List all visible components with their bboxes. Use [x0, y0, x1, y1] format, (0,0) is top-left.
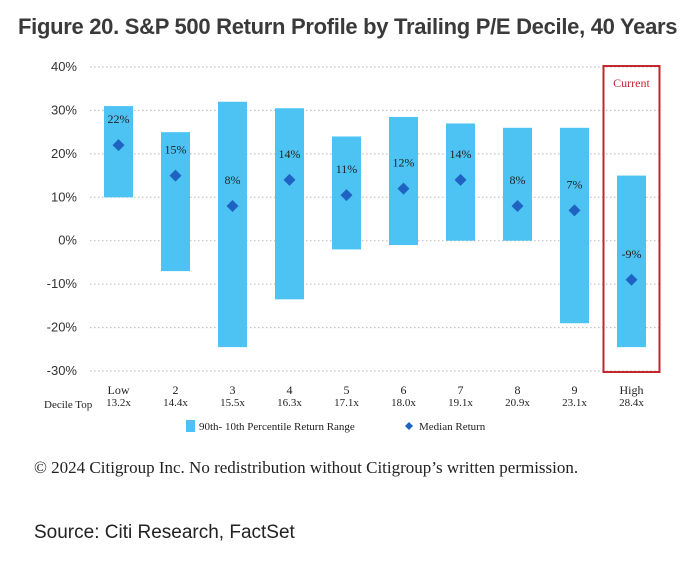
range-bar-9 [560, 127, 589, 324]
y-tick-label: 10% [51, 189, 77, 204]
median-label: 14% [279, 147, 301, 161]
chart-title: Figure 20. S&P 500 Return Profile by Tra… [18, 14, 678, 39]
legend-label-range: 90th- 10th Percentile Return Range [199, 421, 355, 433]
chart: 40% 30% 20% 10% 0% -10% -20% -30% 22% 15% 8% 14% 11… [44, 59, 661, 433]
category-label: 7 [458, 383, 464, 397]
median-marker [340, 189, 353, 202]
median-label: 11% [336, 162, 358, 176]
decile-top-label: 23.1x [562, 397, 587, 409]
category-label: 8 [515, 383, 521, 397]
y-tick-label: 20% [51, 146, 77, 161]
category-label: 3 [230, 383, 236, 397]
median-marker [625, 273, 638, 286]
y-tick-label: 40% [51, 59, 77, 74]
median-marker [568, 204, 581, 217]
category-label: 6 [401, 383, 407, 397]
range-bar-4 [275, 108, 304, 300]
category-label: Low [108, 383, 130, 397]
median-marker [511, 199, 524, 212]
decile-top-label: 15.5x [220, 397, 245, 409]
legend-swatch-range [186, 420, 195, 432]
median-label: 15% [165, 143, 187, 157]
category-label: High [620, 383, 644, 397]
median-marker [112, 139, 125, 152]
range-bars [104, 101, 646, 348]
legend-swatch-median [405, 422, 413, 430]
median-marker [226, 199, 239, 212]
x-axis-title: Decile Top [44, 399, 93, 411]
category-label: 9 [572, 383, 578, 397]
range-bar-3 [218, 101, 247, 348]
range-bar-8 [503, 127, 532, 241]
decile-top-label: 28.4x [619, 397, 644, 409]
median-label: 8% [225, 173, 241, 187]
current-highlight-box [602, 65, 661, 373]
current-label: Current [613, 76, 650, 90]
range-bar-2 [161, 132, 190, 272]
median-markers [112, 139, 638, 286]
legend: 90th- 10th Percentile Return Range Median… [186, 420, 486, 433]
y-tick-label: 30% [51, 102, 77, 117]
median-label: 8% [510, 173, 526, 187]
median-label: -9% [622, 247, 642, 261]
y-tick-label: -20% [47, 320, 78, 335]
y-tick-label: 0% [58, 233, 77, 248]
range-bar-6 [389, 116, 418, 246]
range-bar-low [104, 106, 133, 198]
decile-top-label: 18.0x [391, 397, 416, 409]
y-tick-label: -30% [47, 363, 78, 378]
median-label: 14% [450, 147, 472, 161]
y-tick-label: -10% [47, 276, 78, 291]
decile-top-label: 14.4x [163, 397, 188, 409]
legend-label-median: Median Return [419, 421, 486, 433]
decile-top-label: 17.1x [334, 397, 359, 409]
source-note: Source: Citi Research, FactSet [34, 522, 295, 543]
decile-top-label: 20.9x [505, 397, 530, 409]
median-marker [283, 173, 296, 186]
median-labels: 22% 15% 8% 14% 11% 12% 14% 8% 7% -9% [108, 112, 642, 261]
decile-top-label: 19.1x [448, 397, 473, 409]
y-axis-ticks: 40% 30% 20% 10% 0% -10% -20% -30% [47, 59, 78, 378]
range-bar-high [617, 175, 646, 348]
median-marker [397, 182, 410, 195]
category-label: 2 [173, 383, 179, 397]
median-marker [169, 169, 182, 182]
median-label: 7% [567, 177, 583, 191]
grid [90, 66, 660, 372]
category-label: 5 [344, 383, 350, 397]
decile-top-label: 16.3x [277, 397, 302, 409]
category-label: 4 [287, 383, 293, 397]
copyright-notice: © 2024 Citigroup Inc. No redistribution … [34, 458, 579, 477]
current-highlight: Current [602, 65, 661, 373]
median-label: 12% [393, 156, 415, 170]
decile-top-label: 13.2x [106, 397, 131, 409]
median-label: 22% [108, 112, 130, 126]
median-marker [454, 173, 467, 186]
